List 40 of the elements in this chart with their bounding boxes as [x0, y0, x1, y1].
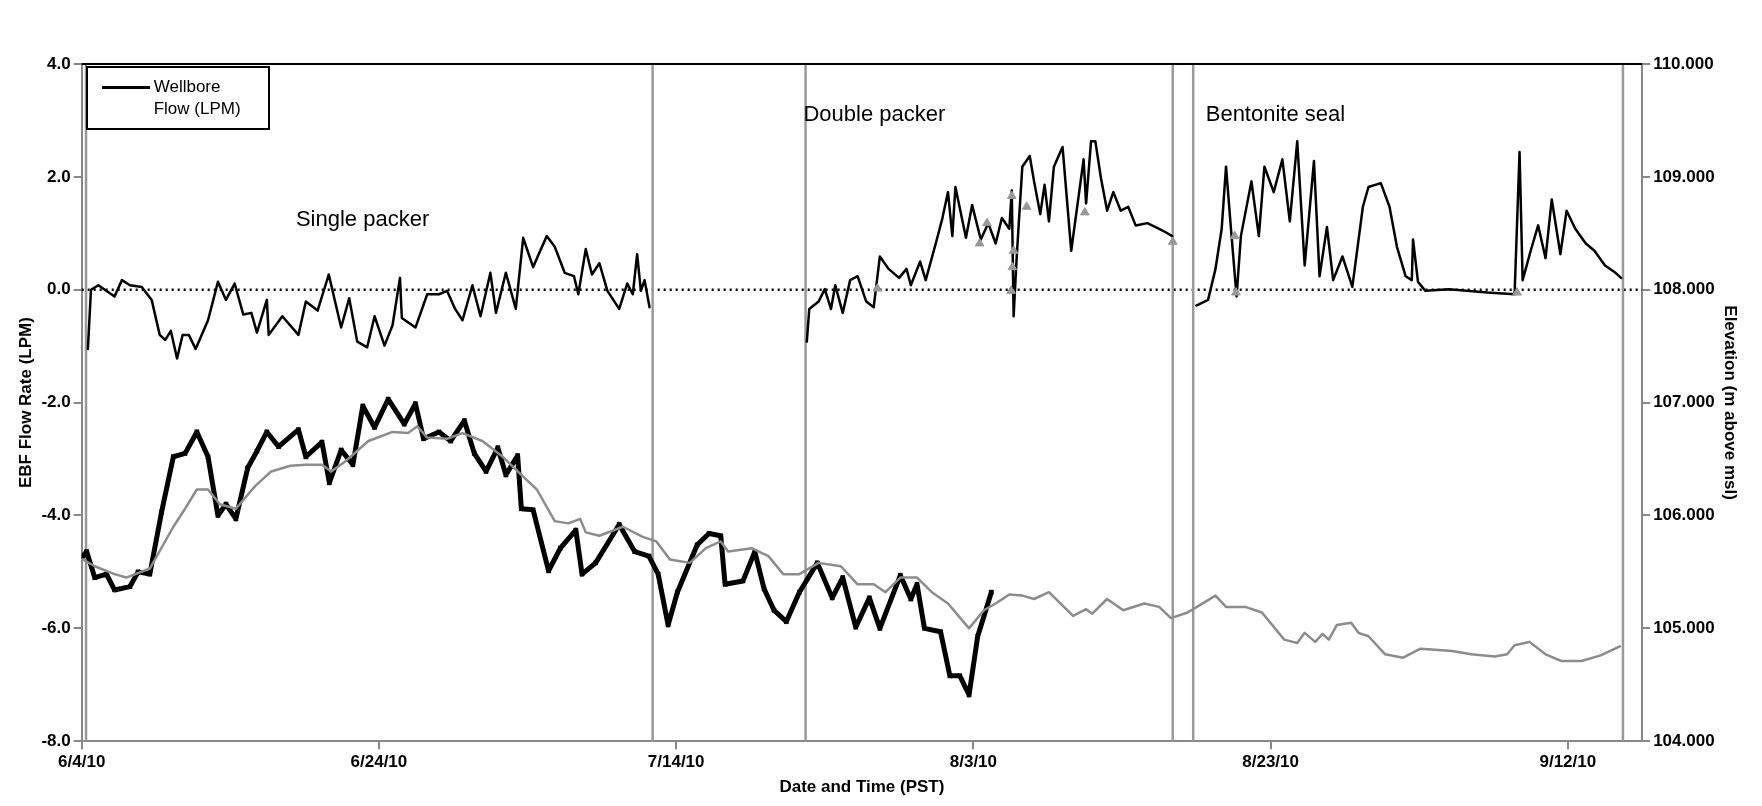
- y2-tick-label: 104.000: [1653, 730, 1715, 750]
- y2-tick-label: 109.000: [1653, 166, 1715, 186]
- point: [982, 217, 992, 227]
- y2-tick-label: 106.000: [1653, 505, 1715, 525]
- y-axis-title: EBF Flow Rate (LPM): [15, 317, 35, 489]
- annotation: Single packer: [295, 205, 430, 231]
- x-tick-label: 9/12/10: [1539, 752, 1597, 772]
- y-tick-label: -2.0: [41, 392, 71, 412]
- y2-tick-label: 108.000: [1653, 279, 1715, 299]
- x-axis-title: Date and Time (PST): [779, 777, 945, 797]
- y-tick-label: 2.0: [47, 166, 71, 186]
- point: [1021, 201, 1032, 210]
- point: [1006, 190, 1017, 200]
- y2-axis-title: Elevation (m above msl): [1721, 305, 1741, 500]
- point: [1512, 287, 1522, 296]
- y2-tick-label: 110.000: [1653, 53, 1714, 73]
- x-tick-label: 6/24/10: [350, 752, 408, 772]
- x-tick-label: 7/14/10: [647, 752, 705, 772]
- x-tick-label: 8/23/10: [1242, 752, 1299, 772]
- point: [1008, 245, 1019, 254]
- x-tick-label: 8/3/10: [949, 752, 998, 772]
- point: [974, 237, 985, 247]
- legend-label: Wellbore Flow (LPM): [153, 76, 242, 120]
- y-tick-label: 4.0: [47, 53, 71, 73]
- y-tick-label: -8.0: [41, 730, 71, 750]
- y-tick-label: -4.0: [41, 505, 71, 525]
- x-tick-label: 6/4/10: [58, 752, 106, 772]
- y2-tick-label: 107.000: [1653, 392, 1715, 412]
- point: [1167, 236, 1178, 245]
- point: [1006, 285, 1016, 294]
- y2-tick-label: 105.000: [1653, 618, 1715, 638]
- point: [1229, 230, 1240, 240]
- point: [1080, 206, 1090, 216]
- y-tick-label: 0.0: [47, 279, 71, 299]
- annotation: Bentonite seal: [1205, 100, 1346, 126]
- point: [1231, 287, 1241, 296]
- point: [872, 283, 883, 292]
- y-tick-label: -6.0: [41, 618, 71, 638]
- annotation: Double packer: [803, 100, 946, 126]
- point: [1007, 261, 1018, 271]
